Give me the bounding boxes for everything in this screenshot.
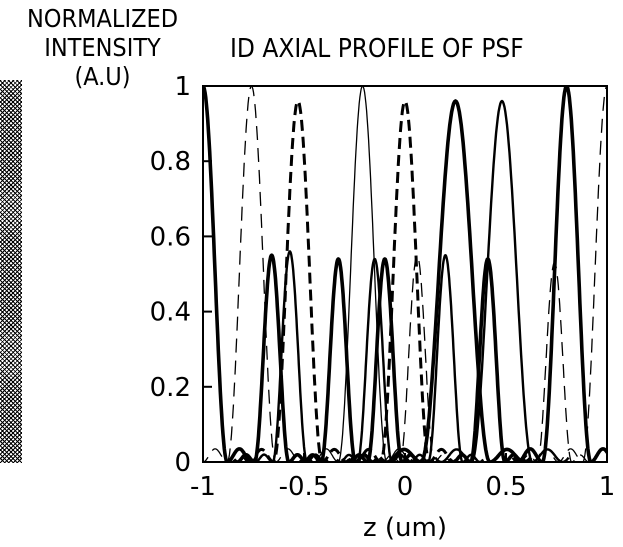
series-8-lobe-4 xyxy=(448,257,527,462)
plot-frame xyxy=(202,85,608,463)
chart-title: ID AXIAL PROFILE OF PSF xyxy=(230,34,524,64)
series-1-lobe-1 xyxy=(203,86,258,462)
y-tick-label: 0 xyxy=(174,448,191,478)
series-9-lobe-1 xyxy=(251,250,329,462)
series-1-lobe-2 xyxy=(511,86,607,462)
y-axis-label-line-1: NORMALIZED xyxy=(26,4,179,33)
x-tick-label: 1 xyxy=(599,472,616,502)
series-9-lobe-3 xyxy=(406,253,485,462)
y-tick-label: 0.4 xyxy=(150,298,191,328)
series-6-lobe-1 xyxy=(378,99,533,462)
x-tick-label: 0 xyxy=(397,472,414,502)
y-tick-label: 1 xyxy=(174,72,191,102)
y-tick-label: 0.8 xyxy=(150,147,191,177)
hatched-margin-bar xyxy=(0,80,22,463)
series-8-lobe-1 xyxy=(232,253,311,462)
series-10-lobe-2 xyxy=(516,262,593,462)
series-2-lobe-2 xyxy=(553,86,607,462)
series-3-lobe-1 xyxy=(243,99,353,462)
x-axis-label: z (um) xyxy=(363,513,447,543)
x-tick-label: -0.5 xyxy=(279,472,330,502)
y-axis-label-line-3: (A.U) xyxy=(74,62,131,91)
x-tick-label: 0.5 xyxy=(485,472,526,502)
y-tick-label: 0.2 xyxy=(150,373,191,403)
series-8-lobe-2 xyxy=(299,257,378,462)
series-7-lobe-1 xyxy=(434,99,570,462)
series-9-lobe-2 xyxy=(335,257,414,462)
y-tick-label: 0.6 xyxy=(150,222,191,252)
x-tick-label: -1 xyxy=(190,472,216,502)
y-axis-label-line-2: INTENSITY xyxy=(44,33,161,62)
